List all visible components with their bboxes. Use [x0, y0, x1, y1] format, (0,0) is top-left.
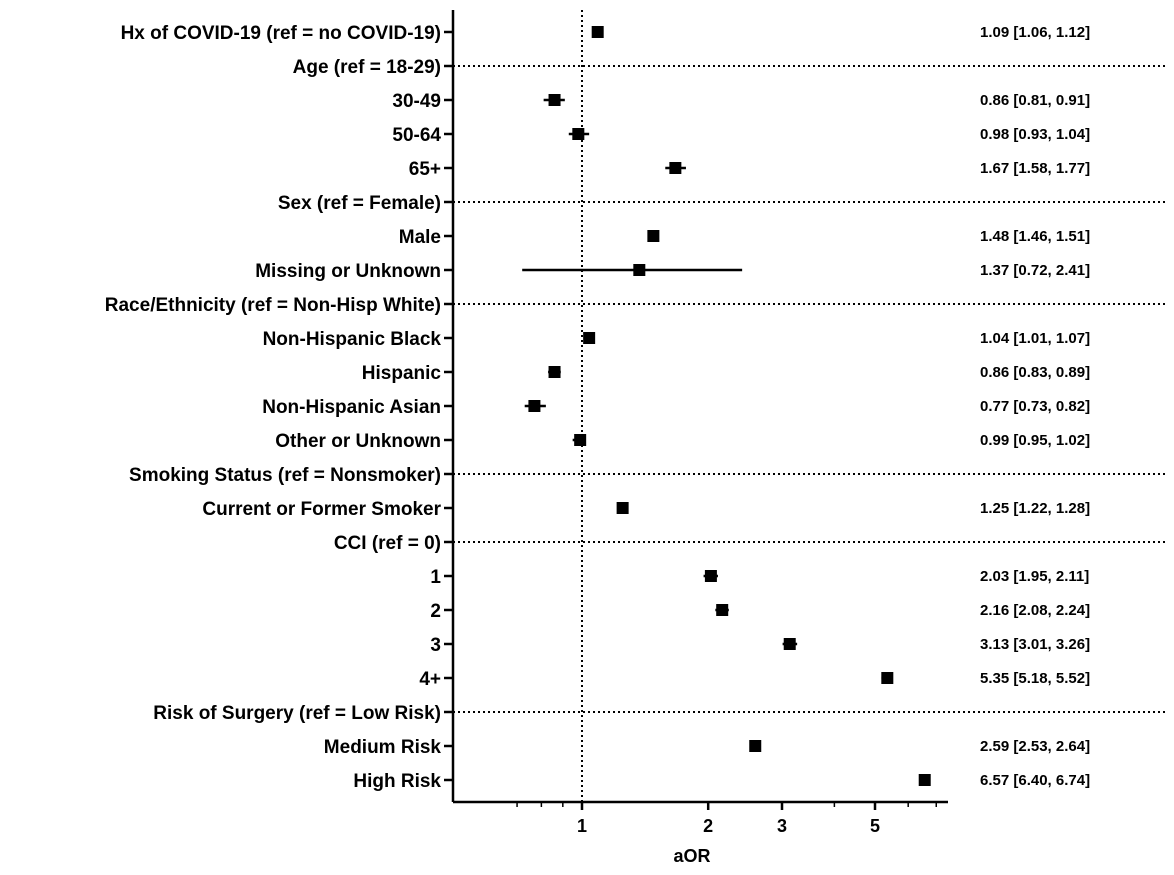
x-tick-label: 5	[870, 816, 880, 836]
row-label: Other or Unknown	[275, 431, 441, 452]
estimate-text: 2.03 [1.95, 2.11]	[980, 568, 1089, 585]
row-label: 3	[430, 635, 441, 656]
row-label: Race/Ethnicity (ref = Non-Hisp White)	[105, 295, 441, 316]
group-header-row: Age (ref = 18-29)	[293, 57, 453, 78]
estimate-text: 1.48 [1.46, 1.51]	[980, 228, 1090, 245]
estimate-text: 0.98 [0.93, 1.04]	[980, 126, 1090, 143]
estimate-row: Non-Hispanic Black 1.04 [1.01, 1.07]	[263, 329, 1091, 350]
estimate-marker	[528, 400, 541, 412]
x-tick-label: 3	[777, 816, 787, 836]
estimate-row: 50-64 0.98 [0.93, 1.04]	[392, 125, 1090, 146]
x-axis-ticks: 1 2 3 5	[516, 802, 938, 836]
estimate-text: 0.77 [0.73, 0.82]	[980, 398, 1090, 415]
estimate-row: Current or Former Smoker 1.25 [1.22, 1.28…	[202, 499, 1090, 520]
row-label: Risk of Surgery (ref = Low Risk)	[153, 703, 441, 724]
row-label: 65+	[409, 159, 441, 180]
estimate-marker	[616, 502, 629, 514]
estimate-text: 6.57 [6.40, 6.74]	[980, 772, 1090, 789]
estimate-text: 1.04 [1.01, 1.07]	[980, 330, 1090, 347]
header-separators	[453, 65, 1168, 713]
estimate-marker	[716, 604, 729, 616]
row-label: 50-64	[392, 125, 441, 146]
estimate-row: Hispanic 0.86 [0.83, 0.89]	[362, 363, 1090, 384]
estimate-marker	[704, 570, 717, 582]
x-tick-label: 1	[577, 816, 587, 836]
estimate-row: 65+ 1.67 [1.58, 1.77]	[409, 159, 1090, 180]
estimate-marker	[918, 774, 931, 786]
row-label: Missing or Unknown	[255, 261, 441, 282]
group-header-row: Sex (ref = Female)	[278, 193, 453, 214]
row-label: Hx of COVID-19 (ref = no COVID-19)	[121, 23, 441, 44]
estimate-row: 1 2.03 [1.95, 2.11]	[430, 567, 1089, 588]
group-header-row: Race/Ethnicity (ref = Non-Hisp White)	[105, 295, 453, 316]
x-tick-label: 2	[703, 816, 713, 836]
row-label: Male	[399, 227, 441, 248]
row-label: CCI (ref = 0)	[334, 533, 441, 554]
estimate-row: Medium Risk 2.59 [2.53, 2.64]	[324, 737, 1090, 758]
row-label: 1	[430, 567, 441, 588]
estimate-text: 2.59 [2.53, 2.64]	[980, 738, 1090, 755]
estimate-text: 0.86 [0.83, 0.89]	[980, 364, 1090, 381]
row-label: Hispanic	[362, 363, 442, 384]
estimate-text: 5.35 [5.18, 5.52]	[980, 670, 1090, 687]
row-label: Age (ref = 18-29)	[293, 57, 441, 78]
row-label: High Risk	[353, 771, 441, 792]
estimate-row: 3 3.13 [3.01, 3.26]	[430, 635, 1090, 656]
row-label: Non-Hispanic Black	[263, 329, 442, 350]
estimate-row: 4+ 5.35 [5.18, 5.52]	[419, 669, 1090, 690]
estimate-marker	[572, 128, 585, 140]
estimate-row: 2 2.16 [2.08, 2.24]	[430, 601, 1090, 622]
estimate-marker	[583, 332, 596, 344]
group-header-row: CCI (ref = 0)	[334, 533, 453, 554]
estimate-text: 1.25 [1.22, 1.28]	[980, 500, 1090, 517]
estimate-marker	[749, 740, 762, 752]
estimate-marker	[574, 434, 587, 446]
estimate-marker	[633, 264, 646, 276]
estimate-row: High Risk 6.57 [6.40, 6.74]	[353, 771, 1090, 792]
row-label: Smoking Status (ref = Nonsmoker)	[129, 465, 441, 486]
estimate-row: Missing or Unknown 1.37 [0.72, 2.41]	[255, 261, 1090, 282]
estimate-text: 3.13 [3.01, 3.26]	[980, 636, 1090, 653]
estimate-text: 0.99 [0.95, 1.02]	[980, 432, 1090, 449]
estimate-row: Male 1.48 [1.46, 1.51]	[399, 227, 1090, 248]
estimate-marker	[783, 638, 796, 650]
estimate-row: Other or Unknown 0.99 [0.95, 1.02]	[275, 431, 1090, 452]
x-axis-title: aOR	[673, 846, 710, 866]
estimate-text: 1.09 [1.06, 1.12]	[980, 24, 1090, 41]
estimate-marker	[881, 672, 894, 684]
estimate-marker	[669, 162, 682, 174]
estimate-marker	[647, 230, 660, 242]
estimate-text: 0.86 [0.81, 0.91]	[980, 92, 1090, 109]
estimate-marker	[548, 366, 561, 378]
estimate-text: 1.67 [1.58, 1.77]	[980, 160, 1090, 177]
row-label: 2	[430, 601, 441, 622]
group-header-row: Smoking Status (ref = Nonsmoker)	[129, 465, 453, 486]
estimate-row: 30-49 0.86 [0.81, 0.91]	[392, 91, 1090, 112]
row-label: Non-Hispanic Asian	[262, 397, 441, 418]
estimate-text: 1.37 [0.72, 2.41]	[980, 262, 1090, 279]
row-label: 4+	[419, 669, 441, 690]
estimate-marker	[591, 26, 604, 38]
row-label: 30-49	[392, 91, 441, 112]
estimate-marker	[548, 94, 561, 106]
estimate-text: 2.16 [2.08, 2.24]	[980, 602, 1090, 619]
estimate-row: Hx of COVID-19 (ref = no COVID-19) 1.09 […	[121, 23, 1091, 44]
estimate-row: Non-Hispanic Asian 0.77 [0.73, 0.82]	[262, 397, 1090, 418]
row-label: Medium Risk	[324, 737, 442, 758]
row-label: Current or Former Smoker	[202, 499, 441, 520]
plot-rows: Hx of COVID-19 (ref = no COVID-19) 1.09 […	[105, 23, 1090, 792]
row-label: Sex (ref = Female)	[278, 193, 441, 214]
group-header-row: Risk of Surgery (ref = Low Risk)	[153, 703, 453, 724]
